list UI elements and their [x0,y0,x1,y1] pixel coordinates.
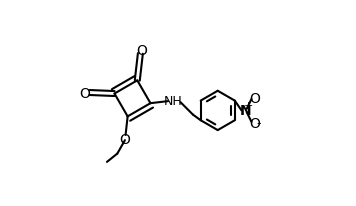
Text: +: + [244,101,253,111]
Text: N: N [240,104,251,118]
Text: O: O [119,132,130,146]
Text: O: O [80,86,90,100]
Text: O: O [249,117,260,131]
Text: O: O [249,91,260,105]
Text: O: O [136,44,147,58]
Text: NH: NH [164,94,183,107]
Text: -: - [256,117,261,130]
